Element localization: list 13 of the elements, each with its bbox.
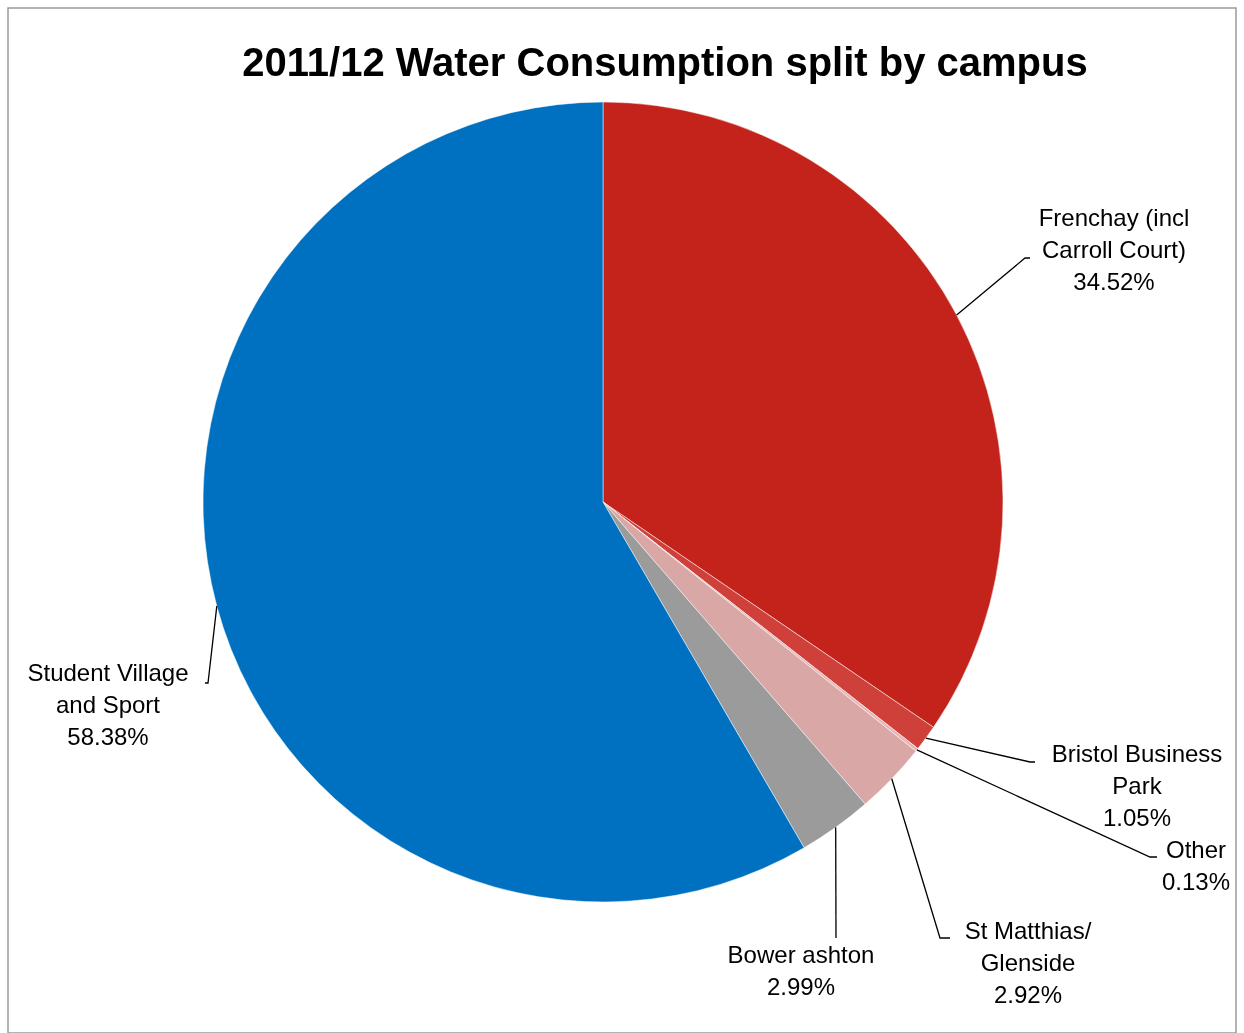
data-label: 34.52% — [1073, 268, 1155, 295]
slice-label: Other — [1165, 836, 1227, 863]
slice-label: Bristol Business Park — [1051, 740, 1223, 799]
slice-label: St Matthias/ Glenside — [964, 917, 1092, 976]
slice-label: Student Village and Sport — [27, 659, 189, 718]
data-label: 2.99% — [766, 973, 836, 1000]
data-label: 1.05% — [1102, 804, 1172, 831]
slice-label: Bower ashton — [727, 941, 875, 968]
data-label: 2.92% — [993, 981, 1063, 1008]
slice-label: Frenchay (incl Carroll Court) — [1038, 204, 1190, 263]
data-label: 0.13% — [1161, 868, 1231, 895]
chart-title: 2011/12 Water Consumption split by campus — [242, 40, 1088, 84]
data-label: 58.38% — [67, 723, 149, 750]
